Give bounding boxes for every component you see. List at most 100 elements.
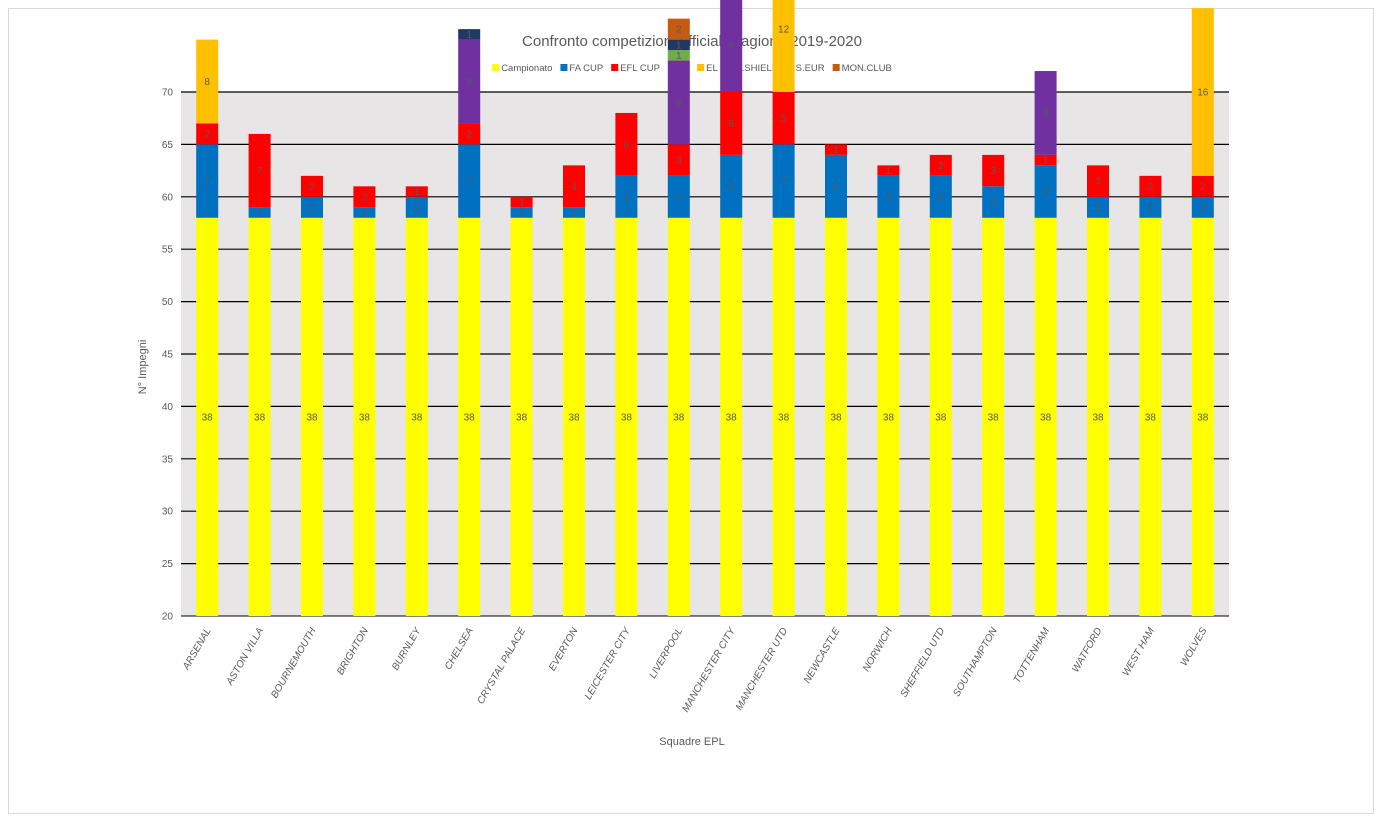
- bar-segment-fa-cup: [772, 144, 795, 218]
- bar-segment-efl-cup: [929, 154, 952, 176]
- data-label: 38: [1040, 412, 1052, 423]
- data-label: 2: [309, 203, 315, 214]
- bar-segment-fa-cup: [1086, 196, 1110, 218]
- x-tick-label: ASTON VILLA: [224, 626, 266, 688]
- x-axis-title: Squadre EPL: [659, 736, 724, 748]
- bar-segment-efl-cup: [982, 154, 1005, 187]
- bar-segment-efl-cup: [248, 133, 271, 208]
- x-tick-label: CHELSEA: [443, 626, 476, 672]
- x-tick-label: ARSENAL: [180, 626, 213, 673]
- data-label: 2: [204, 129, 210, 140]
- x-tick-label: EVERTON: [547, 625, 581, 673]
- data-label: 2: [1200, 182, 1206, 193]
- data-label: 5: [1043, 187, 1049, 198]
- bar-segment-efl-cup: [720, 92, 743, 155]
- chart-title: Confronto competizioni ufficiali stagion…: [522, 33, 862, 50]
- x-tick-label: WEST HAM: [1121, 625, 1158, 678]
- x-tick-label: BURNLEY: [390, 625, 424, 673]
- y-tick-label: 70: [162, 88, 174, 99]
- bar-segment-fa-cup: [615, 175, 638, 218]
- bar-segment-c-shield: [667, 50, 690, 61]
- bar-segment-efl-cup: [772, 92, 795, 145]
- y-tick-label: 45: [162, 350, 174, 361]
- bar-segment-efl-cup: [300, 175, 324, 197]
- data-label: 38: [516, 412, 528, 423]
- data-label: 38: [1197, 412, 1209, 423]
- bar-segment-cl: [1034, 71, 1057, 155]
- bar-segment-efl-cup: [196, 123, 219, 145]
- x-tick-label: BRIGHTON: [335, 625, 371, 677]
- bar-segment-campionato: [1034, 217, 1057, 616]
- bar-segment-cl: [667, 60, 690, 145]
- bar-segment-fa-cup: [877, 175, 900, 218]
- data-label: 38: [568, 412, 580, 423]
- y-tick-label: 40: [162, 402, 174, 413]
- data-label: 38: [935, 412, 947, 423]
- bar-segment-fa-cup: [510, 207, 533, 218]
- data-label: 8: [676, 98, 682, 109]
- bar-segment-efl-cup: [824, 144, 848, 155]
- data-label: 2: [414, 203, 420, 214]
- bar-segment-campionato: [300, 217, 324, 616]
- y-tick-label: 35: [162, 454, 174, 465]
- data-label: 2: [676, 25, 682, 36]
- bar-segment-efl-cup: [562, 165, 586, 208]
- bar-segment-campionato: [929, 217, 952, 616]
- y-tick-label: 30: [162, 507, 174, 518]
- data-label: 2: [362, 192, 368, 203]
- y-tick-label: 65: [162, 140, 174, 151]
- y-axis-ticks: 20 25 30 35 40 45 50 55 60 65 70: [162, 88, 174, 623]
- data-label: 1: [833, 145, 839, 156]
- data-label: 2: [309, 182, 315, 193]
- data-label: 2: [1095, 203, 1101, 214]
- data-label: 9: [728, 40, 734, 51]
- bar-segment-efl-cup: [1139, 175, 1162, 197]
- bar-segment-el: [1191, 8, 1214, 176]
- bar-segment-cl: [458, 39, 481, 124]
- data-label: 38: [1092, 412, 1104, 423]
- data-label: 1: [1043, 156, 1049, 167]
- data-label: 4: [886, 192, 892, 203]
- data-label: 3: [990, 166, 996, 177]
- bar-segment-campionato: [667, 217, 690, 616]
- data-label: 3: [676, 156, 682, 167]
- x-axis-ticks: ARSENAL ASTON VILLA BOURNEMOUTH BRIGHTON BUR…: [180, 625, 1209, 714]
- x-tick-label: CRYSTAL PALACE: [476, 626, 529, 707]
- bar-segment-fa-cup: [720, 154, 743, 218]
- data-label: 2: [938, 161, 944, 172]
- bar-segment-campionato: [615, 217, 638, 616]
- data-label: 7: [257, 166, 263, 177]
- data-label: 6: [624, 140, 630, 151]
- x-tick-label: LEICESTER CITY: [583, 625, 634, 702]
- x-tick-label: SOUTHAMPTON: [951, 625, 1000, 698]
- bar-segment-efl-cup: [458, 123, 481, 145]
- data-label: 8: [1043, 108, 1049, 119]
- data-label: 38: [673, 412, 685, 423]
- data-label: 38: [830, 412, 842, 423]
- data-label: 7: [466, 177, 472, 188]
- bar-segment-campionato: [562, 217, 586, 616]
- bar-segment-efl-cup: [1191, 175, 1214, 197]
- bar-segment-fa-cup: [824, 154, 848, 218]
- bar-segment-fa-cup: [982, 186, 1005, 218]
- bar-segment-fa-cup: [300, 196, 324, 218]
- bar-segment-efl-cup: [405, 186, 428, 197]
- data-label: 38: [254, 412, 266, 423]
- bar-segment-campionato: [982, 217, 1005, 616]
- data-label: 38: [464, 412, 476, 423]
- data-label: 5: [781, 114, 787, 125]
- bar-segment-s-eur: [667, 39, 690, 51]
- data-label: 1: [257, 208, 263, 219]
- data-label: 4: [624, 192, 630, 203]
- y-tick-label: 50: [162, 297, 174, 308]
- legend-label: Campionato: [501, 63, 552, 74]
- y-tick-label: 55: [162, 245, 174, 256]
- bar-segment-efl-cup: [877, 165, 900, 176]
- data-label: 8: [466, 77, 472, 88]
- bar-segment-campionato: [1086, 217, 1110, 616]
- data-label: 1: [571, 208, 577, 219]
- bar-segment-efl-cup: [353, 186, 376, 208]
- data-label: 38: [202, 412, 214, 423]
- legend-label: EFL CUP: [620, 63, 660, 74]
